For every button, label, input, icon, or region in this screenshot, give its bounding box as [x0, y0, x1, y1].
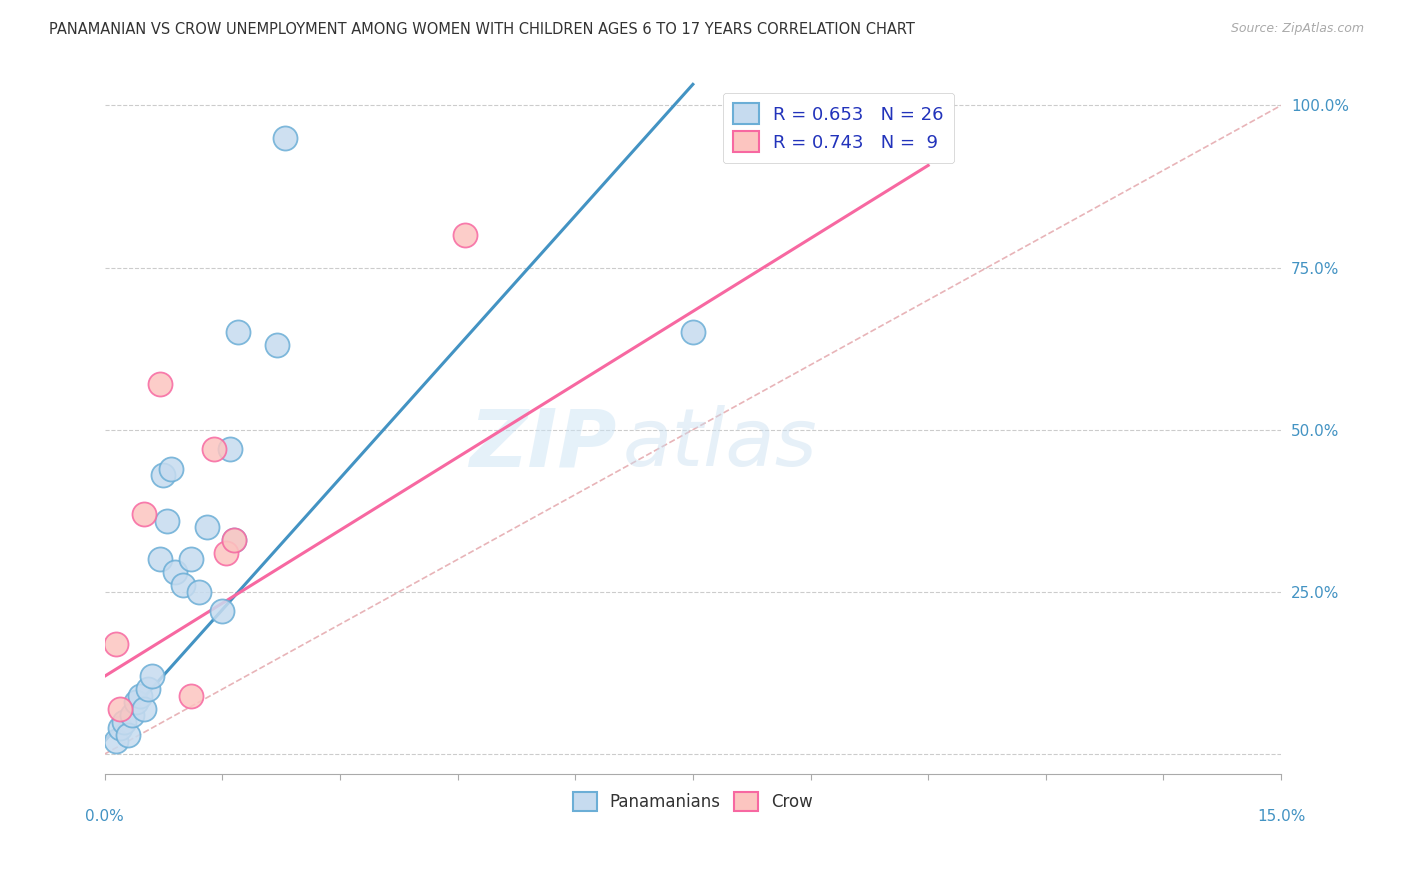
Point	[105, 734, 128, 748]
Point	[454, 228, 477, 243]
Point	[187, 585, 209, 599]
Point	[152, 468, 174, 483]
Point	[172, 578, 194, 592]
Text: 15.0%: 15.0%	[1257, 809, 1305, 824]
Text: 0.0%: 0.0%	[86, 809, 124, 824]
Point	[222, 533, 245, 547]
Point	[215, 546, 238, 560]
Point	[222, 533, 245, 547]
Point	[121, 708, 143, 723]
Point	[165, 566, 187, 580]
Point	[204, 442, 226, 457]
Point	[180, 689, 202, 703]
Point	[160, 461, 183, 475]
Point	[266, 338, 288, 352]
Point	[682, 326, 704, 340]
Point	[105, 637, 128, 651]
Point	[125, 695, 148, 709]
Point	[219, 442, 242, 457]
Point	[110, 721, 132, 735]
Point	[117, 728, 139, 742]
Legend: Panamanians, Crow: Panamanians, Crow	[567, 785, 820, 818]
Point	[110, 701, 132, 715]
Point	[195, 520, 218, 534]
Text: PANAMANIAN VS CROW UNEMPLOYMENT AMONG WOMEN WITH CHILDREN AGES 6 TO 17 YEARS COR: PANAMANIAN VS CROW UNEMPLOYMENT AMONG WO…	[49, 22, 915, 37]
Point	[136, 682, 159, 697]
Point	[148, 552, 170, 566]
Point	[274, 131, 297, 145]
Point	[112, 714, 135, 729]
Text: Source: ZipAtlas.com: Source: ZipAtlas.com	[1230, 22, 1364, 36]
Text: ZIP: ZIP	[470, 405, 616, 483]
Point	[141, 669, 163, 683]
Point	[211, 604, 233, 618]
Point	[156, 514, 179, 528]
Point	[148, 377, 170, 392]
Point	[226, 326, 249, 340]
Point	[132, 507, 155, 521]
Point	[129, 689, 152, 703]
Point	[132, 701, 155, 715]
Point	[180, 552, 202, 566]
Text: atlas: atlas	[623, 405, 817, 483]
